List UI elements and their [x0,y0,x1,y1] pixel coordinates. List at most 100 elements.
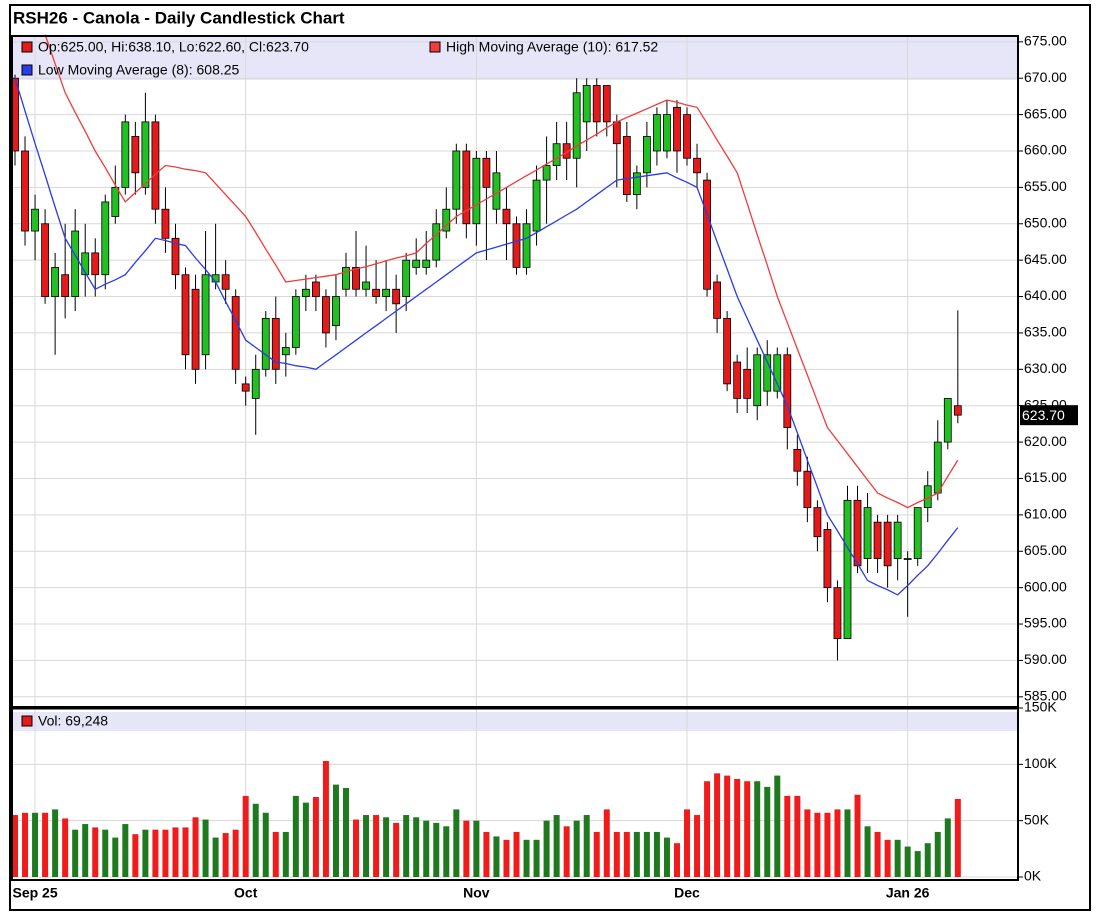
volume-bar [463,820,470,877]
candle-body [221,274,230,290]
candle-body [71,230,80,297]
candle-body [582,85,591,123]
volume-bar [212,837,219,877]
volume-bar [523,839,530,877]
volume-bar [152,829,159,877]
legend-swatch [21,715,33,727]
candle-body [301,288,310,297]
volume-bar [673,843,680,877]
moving-average-line [14,78,959,596]
volume-bar [62,818,69,877]
candle-body [673,106,681,152]
candle-body [241,383,250,392]
candle-body [482,157,491,188]
volume-bar [483,831,490,877]
volume-bar [924,843,931,877]
volume-bar [262,812,269,877]
volume-bar [894,839,901,877]
candle-body [281,347,290,356]
candle-body [151,121,160,210]
y-tick-label: 100K [1024,755,1057,771]
legend-swatch [21,41,33,53]
volume-bar [944,818,951,877]
candle-body [723,317,732,385]
volume-bar [92,827,99,877]
candle-body [552,143,561,166]
candle-body [422,259,431,268]
volume-bar [854,794,861,877]
volume-bar [52,809,59,877]
volume-bar [172,827,179,877]
candle-body [402,259,411,297]
candle-body [291,296,300,348]
candle-body [91,252,100,276]
volume-bar [312,797,319,877]
volume-bar [824,812,831,877]
candle-body [181,274,190,356]
outer-frame [9,4,1091,911]
volume-bar [342,787,349,877]
candle-body [362,281,370,290]
volume-bar [403,815,410,877]
y-tick-label: 595.00 [1024,615,1067,631]
x-tick-label: Jan 26 [886,885,930,901]
volume-bar [112,837,119,877]
candle-body [873,521,882,559]
x-tick-label: Sep 25 [12,885,57,901]
candle-body [261,317,270,370]
y-tick-label: 585.00 [1024,688,1067,704]
candle-body [903,558,912,560]
candle-body [432,223,441,261]
candle-body [121,121,130,188]
candle-body [201,274,210,356]
volume-bar [834,809,841,877]
candle-body [452,150,461,210]
candle-body [823,529,832,589]
candle-body [773,354,782,392]
volume-bar [413,817,420,877]
candle-body [81,252,90,276]
moving-average-line [44,34,959,509]
volume-bar [373,815,380,877]
y-tick-label: 645.00 [1024,251,1067,267]
volume-bar [252,803,259,877]
candle-body [111,186,120,217]
x-tick-label: Nov [463,885,490,901]
candle-body [21,150,29,232]
candle-body [271,317,280,370]
volume-bar [242,795,249,877]
volume-bar [302,802,309,877]
volume-bar [22,812,29,877]
candle-body [342,267,350,290]
volume-bar [814,812,821,877]
candle-body [492,172,501,210]
volume-bar [704,781,711,877]
candle-body [522,223,531,268]
candle-body [512,223,521,268]
y-tick-label: 600.00 [1024,578,1067,594]
volume-bar [282,831,289,877]
volume-bar [182,827,189,877]
volume-legend-band [12,712,1018,731]
candle-body [843,499,852,639]
candle-body [863,507,872,559]
candle-body [332,296,340,327]
volume-bar [794,795,801,877]
volume-bar [663,837,670,877]
y-tick-label: 660.00 [1024,142,1067,158]
marks [11,34,962,877]
volume-bar [784,795,791,877]
volume-bar [954,798,961,877]
volume-bar [12,815,18,877]
volume-bar [72,829,79,877]
volume-bar [533,839,540,877]
candle-body [322,296,330,334]
candle-body [612,121,621,145]
legend-label: Vol: 69,248 [38,713,108,729]
volume-bar [884,839,891,877]
candle-body [51,267,60,297]
candle-body [442,208,451,232]
volume-bar [132,834,139,877]
volume-bar [714,773,721,877]
candle-body [653,114,661,152]
